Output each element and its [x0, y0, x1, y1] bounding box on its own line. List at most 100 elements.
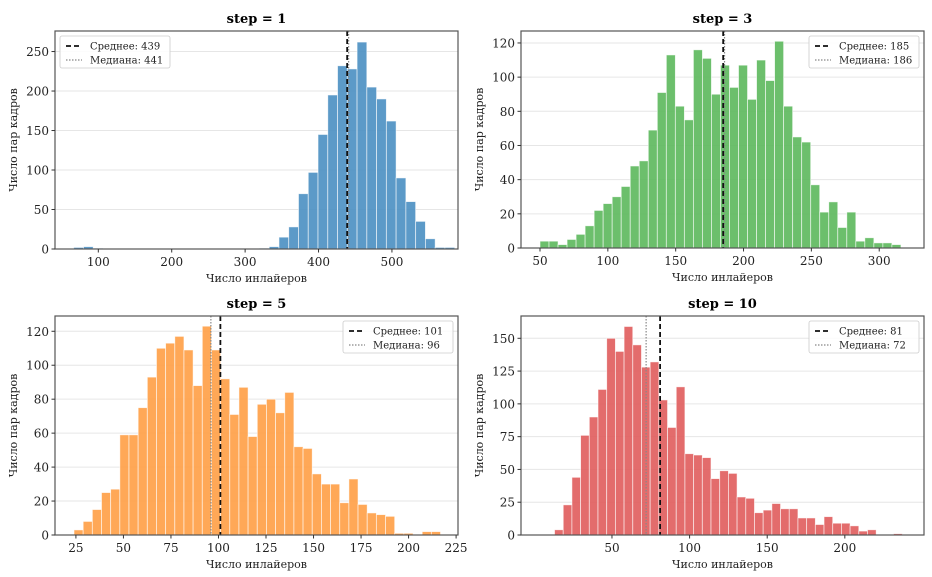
- histogram-bar: [614, 351, 625, 536]
- x-tick-label: 100: [87, 255, 110, 269]
- histogram-bar: [539, 240, 550, 249]
- histogram-bar: [584, 225, 595, 249]
- histogram-bar: [348, 478, 359, 536]
- histogram-bar: [846, 211, 857, 249]
- y-tick-label: 40: [34, 461, 49, 475]
- histogram-bar: [864, 237, 875, 249]
- histogram-bar: [849, 525, 860, 536]
- histogram-bar: [719, 470, 729, 536]
- y-axis-label: Число пар кадров: [473, 88, 486, 192]
- histogram-bar: [606, 337, 616, 536]
- y-tick-label: 60: [34, 427, 49, 441]
- legend-median-label: Медиана: 441: [90, 56, 163, 67]
- histogram-bar: [339, 502, 350, 536]
- x-tick-label: 100: [678, 541, 701, 555]
- histogram-bar: [137, 407, 148, 536]
- histogram-bar: [201, 325, 212, 536]
- histogram-bar: [571, 476, 582, 536]
- histogram-bar: [810, 184, 821, 249]
- histogram-bar: [415, 220, 426, 250]
- x-tick-label: 150: [664, 254, 687, 268]
- y-tick-label: 20: [34, 495, 49, 509]
- legend: Среднее: 101 Медиана: 96: [342, 320, 454, 354]
- legend-median-label: Медиана: 186: [839, 56, 912, 67]
- legend-mean-label: Среднее: 439: [90, 42, 160, 53]
- histogram-bar: [828, 201, 839, 249]
- histogram-bar: [366, 86, 377, 250]
- histogram-bar: [298, 193, 309, 250]
- x-tick-label: 50: [116, 541, 131, 555]
- histogram-bar: [562, 504, 573, 536]
- histogram-bar: [602, 203, 613, 249]
- histogram-bar: [376, 98, 387, 250]
- y-axis-label: Число пар кадров: [7, 374, 20, 478]
- histogram-bar: [575, 233, 586, 249]
- histogram-bar: [832, 522, 842, 536]
- subplot-2: 50 100 150 200 250 300 0 20 40 60 80 100 120 step = 3…: [473, 12, 925, 284]
- histogram-bar: [801, 141, 812, 249]
- histogram-bar: [101, 492, 112, 536]
- histogram-bar: [278, 236, 290, 250]
- y-tick-label: 50: [500, 463, 515, 477]
- y-tick-label: 20: [500, 207, 515, 221]
- y-tick-label: 80: [34, 393, 49, 407]
- x-tick-label: 175: [350, 541, 373, 555]
- legend-mean-label: Среднее: 101: [373, 327, 443, 338]
- histogram-bar: [266, 398, 276, 536]
- histogram-bar: [837, 227, 848, 249]
- histogram-bar: [385, 515, 396, 536]
- legend-box: [808, 320, 920, 354]
- axes-frame: [54, 30, 459, 250]
- y-tick-label: 50: [34, 203, 49, 217]
- x-tick-label: 400: [307, 255, 330, 269]
- histogram-bar: [806, 517, 816, 536]
- y-tick-label: 40: [500, 173, 515, 187]
- histogram-bar: [882, 242, 893, 249]
- subplot-3: 25 50 75 100 125 150 175 200 225 0 20 40 60 80 100 120 s…: [7, 297, 468, 571]
- histogram-bar: [588, 416, 599, 536]
- legend-box: [342, 320, 454, 354]
- y-tick-label: 60: [500, 139, 515, 153]
- histogram-bar: [754, 512, 764, 536]
- histogram-bar: [819, 211, 830, 249]
- histogram-bar: [683, 119, 694, 249]
- legend-median-label: Медиана: 72: [839, 341, 906, 352]
- x-tick-label: 75: [163, 541, 178, 555]
- histogram-bar: [823, 516, 834, 536]
- histogram-bar: [192, 385, 203, 536]
- histogram-bar: [275, 412, 286, 536]
- histogram-bar: [780, 508, 790, 536]
- y-tick-label: 25: [500, 496, 515, 510]
- histogram-bar: [346, 68, 358, 250]
- y-tick-label: 75: [500, 430, 515, 444]
- histogram-bar: [649, 361, 660, 536]
- axes-frame: [54, 315, 459, 536]
- histogram-bar: [174, 335, 185, 536]
- histogram-bar: [211, 349, 222, 536]
- axes-frame: [520, 315, 925, 536]
- y-tick-label: 100: [492, 397, 515, 411]
- x-tick-label: 200: [160, 255, 183, 269]
- y-tick-label: 150: [492, 332, 515, 346]
- subplot-title: step = 5: [227, 297, 287, 312]
- histogram-bar: [623, 326, 634, 536]
- y-axis-label: Число пар кадров: [7, 88, 20, 192]
- histogram-bar: [792, 136, 803, 249]
- histogram-bar: [873, 242, 884, 249]
- x-tick-label: 50: [604, 541, 619, 555]
- histogram-bar: [554, 529, 564, 536]
- y-tick-label: 80: [500, 105, 515, 119]
- x-tick-label: 25: [68, 541, 83, 555]
- histogram-bar: [395, 177, 407, 250]
- histogram-bar: [814, 524, 825, 536]
- histogram-bar: [580, 434, 590, 536]
- histogram-bar: [317, 134, 329, 250]
- y-tick-label: 100: [26, 359, 49, 373]
- histogram-bar: [330, 483, 341, 536]
- x-axis-label: Число инлайеров: [206, 272, 307, 285]
- histogram-bar: [647, 129, 658, 249]
- x-tick-label: 200: [397, 541, 420, 555]
- x-tick-label: 300: [234, 255, 257, 269]
- histogram-bar: [593, 210, 604, 249]
- histogram-bar: [293, 446, 304, 536]
